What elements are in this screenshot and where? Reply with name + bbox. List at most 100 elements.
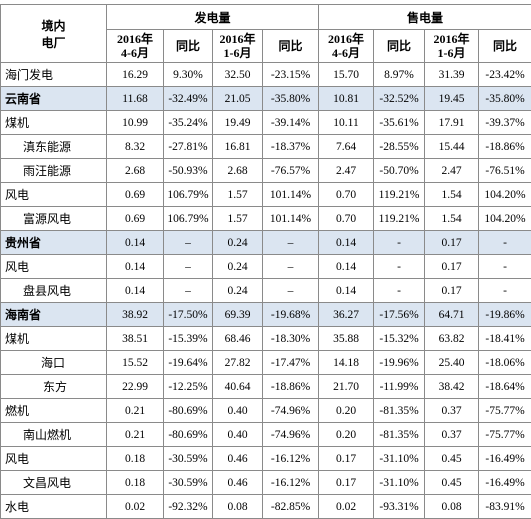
table-cell: -18.86%: [263, 375, 319, 399]
table-cell: 1.54: [425, 207, 479, 231]
row-label: 风电: [1, 255, 107, 279]
table-cell: -35.61%: [374, 111, 425, 135]
table-cell: 68.46: [213, 327, 263, 351]
table-cell: 0.37: [425, 399, 479, 423]
table-cell: 101.14%: [263, 207, 319, 231]
header-cell: 发电量: [107, 5, 319, 30]
table-cell: -39.14%: [263, 111, 319, 135]
table-cell: 101.14%: [263, 183, 319, 207]
table-cell: -18.41%: [479, 327, 531, 351]
table-cell: 10.11: [319, 111, 374, 135]
table-cell: -17.50%: [164, 303, 213, 327]
table-cell: 22.99: [107, 375, 164, 399]
table-cell: -19.86%: [479, 303, 531, 327]
table-cell: –: [164, 279, 213, 303]
table-cell: 0.70: [319, 207, 374, 231]
table-cell: 0.46: [213, 471, 263, 495]
table-cell: 0.17: [319, 471, 374, 495]
table-cell: -27.81%: [164, 135, 213, 159]
table-cell: -50.93%: [164, 159, 213, 183]
table-cell: –: [263, 279, 319, 303]
table-cell: -82.85%: [263, 495, 319, 519]
row-label: 水电: [1, 495, 107, 519]
header-cell: 同比: [374, 30, 425, 63]
table-cell: -: [479, 279, 531, 303]
table-cell: 14.18: [319, 351, 374, 375]
row-label: 雨汪能源: [1, 159, 107, 183]
table-cell: 63.82: [425, 327, 479, 351]
table-cell: 10.99: [107, 111, 164, 135]
table-cell: 19.49: [213, 111, 263, 135]
table-cell: -23.42%: [479, 63, 531, 87]
header-cell: 2016年 1-6月: [213, 30, 263, 63]
table-cell: -30.59%: [164, 471, 213, 495]
table-cell: 16.29: [107, 63, 164, 87]
header-cell: 同比: [164, 30, 213, 63]
row-label: 风电: [1, 447, 107, 471]
header-cell: 同比: [263, 30, 319, 63]
table-cell: 7.64: [319, 135, 374, 159]
table-cell: 0.14: [319, 279, 374, 303]
table-cell: 8.97%: [374, 63, 425, 87]
table-cell: –: [164, 231, 213, 255]
table-cell: -: [374, 255, 425, 279]
table-cell: -28.55%: [374, 135, 425, 159]
table-cell: -50.70%: [374, 159, 425, 183]
table-cell: 40.64: [213, 375, 263, 399]
table-cell: -17.56%: [374, 303, 425, 327]
table-cell: 1.57: [213, 207, 263, 231]
table-cell: 0.24: [213, 255, 263, 279]
table-cell: 0.69: [107, 183, 164, 207]
table-cell: 0.14: [107, 255, 164, 279]
table-cell: 19.45: [425, 87, 479, 111]
table-cell: -39.37%: [479, 111, 531, 135]
header-cell: 2016年 1-6月: [425, 30, 479, 63]
table-cell: -18.30%: [263, 327, 319, 351]
table-cell: 0.17: [425, 255, 479, 279]
header-cell: 同比: [479, 30, 531, 63]
table-cell: 21.05: [213, 87, 263, 111]
table-cell: 0.14: [319, 255, 374, 279]
table-cell: -18.37%: [263, 135, 319, 159]
row-label: 富源风电: [1, 207, 107, 231]
row-label: 煤机: [1, 327, 107, 351]
table-cell: 0.40: [213, 423, 263, 447]
table-cell: 16.81: [213, 135, 263, 159]
table-cell: 0.40: [213, 399, 263, 423]
table-cell: 0.08: [425, 495, 479, 519]
table-cell: 64.71: [425, 303, 479, 327]
table-cell: -11.99%: [374, 375, 425, 399]
table-cell: 0.37: [425, 423, 479, 447]
table-cell: -31.10%: [374, 447, 425, 471]
table-cell: 0.18: [107, 471, 164, 495]
table-cell: -19.68%: [263, 303, 319, 327]
header-cell: 2016年 4-6月: [107, 30, 164, 63]
table-cell: 0.14: [107, 279, 164, 303]
table-cell: -81.35%: [374, 423, 425, 447]
table-cell: 0.24: [213, 231, 263, 255]
table-cell: 0.69: [107, 207, 164, 231]
table-cell: 0.02: [107, 495, 164, 519]
table-cell: 119.21%: [374, 207, 425, 231]
row-label: 海门发电: [1, 63, 107, 87]
table-cell: -16.12%: [263, 447, 319, 471]
row-label: 海南省: [1, 303, 107, 327]
table-cell: -30.59%: [164, 447, 213, 471]
table-cell: -32.52%: [374, 87, 425, 111]
table-cell: -31.10%: [374, 471, 425, 495]
row-label: 滇东能源: [1, 135, 107, 159]
table-cell: -: [374, 279, 425, 303]
table-cell: 0.24: [213, 279, 263, 303]
table-cell: -75.77%: [479, 399, 531, 423]
